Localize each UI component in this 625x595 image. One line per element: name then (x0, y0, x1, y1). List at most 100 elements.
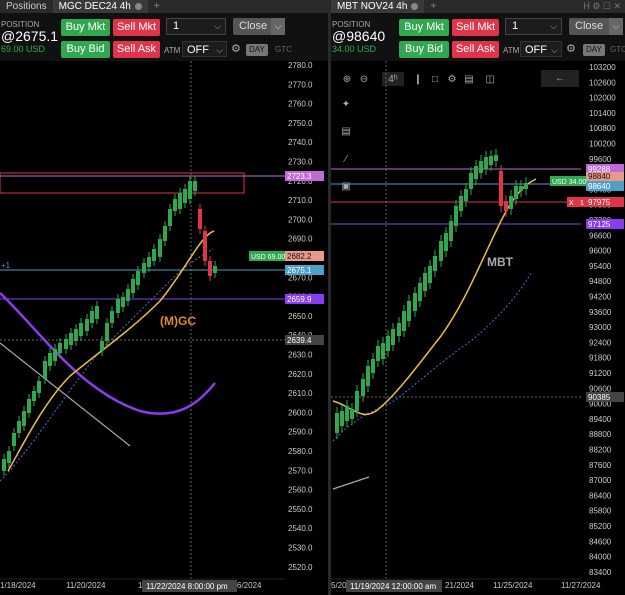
drawing-toolbar: ✦ ▤ ∕ ▣ (338, 97, 356, 197)
y-tick-label: 94800 (589, 277, 612, 286)
candle-body (173, 199, 177, 211)
candle-body (69, 333, 73, 345)
crosshair-icon[interactable]: ✦ (341, 98, 351, 110)
select-icon[interactable]: □ (431, 73, 439, 85)
timeframe-icon[interactable]: 4ʰ (382, 72, 404, 86)
sell-ask-button[interactable]: Sell Ask (452, 41, 499, 58)
crosshair-time: 11/22/2024 8:00:00 pm (146, 582, 228, 591)
candle-body (469, 173, 473, 189)
y-tick-label: 84000 (589, 553, 612, 562)
window-controls-icon[interactable]: H ⚙ ☐ ✕ (583, 1, 621, 11)
lock-icon[interactable]: ▣ (341, 180, 351, 192)
indicators-icon[interactable]: ▤ (464, 73, 474, 85)
trend-line[interactable] (0, 342, 131, 447)
candles (335, 149, 528, 439)
y-tick-label: 2550.0 (288, 505, 313, 514)
gear-icon[interactable]: ⚙ (566, 43, 576, 55)
tab-close-icon[interactable] (134, 2, 142, 10)
atm-select[interactable]: OFF ⌵ (182, 41, 227, 57)
flag-crosshair: 2639.4 (287, 336, 312, 345)
y-tick-label: 2620.0 (288, 370, 313, 379)
tab-mbt[interactable]: MBT NOV24 4h (331, 0, 425, 13)
close-position-button[interactable]: Close ⌵ (233, 18, 285, 35)
quantity-input[interactable]: 1 ⌵ (505, 18, 562, 35)
resistance-box[interactable] (0, 172, 245, 194)
candle-body (193, 181, 197, 191)
y-tick-label: 2540.0 (288, 524, 313, 533)
y-tick-label: 2780.0 (288, 61, 313, 70)
gtc-button[interactable]: GTC (275, 45, 292, 54)
sell-market-button[interactable]: Sell Mkt (452, 19, 499, 36)
bars-icon[interactable]: ❙ (413, 73, 423, 85)
y-tick-label: 2710.0 (288, 196, 313, 205)
y-tick-label: 2610.0 (288, 389, 313, 398)
tab-positions[interactable]: Positions (6, 1, 47, 12)
candle-body (479, 161, 483, 173)
day-button[interactable]: DAY (583, 44, 605, 56)
trend-line[interactable] (332, 476, 370, 490)
flag-red-x[interactable]: X (569, 200, 574, 207)
add-tab-icon[interactable]: + (153, 1, 160, 12)
y-tick-label: 87600 (589, 461, 612, 470)
candle-body (43, 361, 47, 379)
y-tick-label: 2750.0 (288, 119, 313, 128)
flag-entry: 98640 (588, 182, 611, 191)
y-tick-label: 91800 (589, 354, 612, 363)
candle-body (391, 329, 395, 345)
line-tool-icon[interactable]: ∕ (345, 153, 347, 165)
flag-top: 99288 (588, 165, 611, 174)
gtc-button[interactable]: GTC (610, 45, 625, 54)
candle-body (381, 343, 385, 359)
candle-body (355, 391, 359, 411)
tab-mgc[interactable]: MGC DEC24 4h (52, 0, 148, 13)
flag-purple-bg (285, 294, 324, 304)
candle-body (361, 379, 365, 396)
candle-body (116, 299, 120, 313)
zoom-out-icon[interactable]: ⊖ (359, 73, 369, 85)
add-tab-icon[interactable]: + (430, 1, 437, 12)
note-icon[interactable]: ▤ (341, 125, 351, 137)
chevron-down-icon[interactable]: ⌵ (271, 18, 285, 35)
candle-body (110, 311, 114, 323)
left-price-chart[interactable]: (M)GC +1 2780.02770.02760.02750.02740.02… (0, 61, 328, 595)
close-position-button[interactable]: Close ⌵ (569, 18, 623, 35)
settings-icon[interactable]: ⚙ (447, 73, 457, 85)
dotted-average (332, 272, 532, 442)
flag-red-x-bg[interactable] (567, 197, 586, 207)
template-icon[interactable]: ◫ (485, 73, 495, 85)
buy-market-button[interactable]: Buy Mkt (61, 19, 110, 36)
flag-mid-bg (586, 172, 624, 181)
chevron-down-icon[interactable]: ⌵ (609, 18, 623, 35)
flag-red: 97975 (588, 198, 611, 207)
candle-body (386, 336, 390, 351)
y-tick-label: 2650.0 (288, 312, 313, 321)
crosshair-time-bg (346, 580, 442, 592)
zoom-in-icon[interactable]: ⊕ (342, 73, 352, 85)
sell-market-button[interactable]: Sell Mkt (113, 19, 160, 36)
buy-market-button[interactable]: Buy Mkt (399, 19, 449, 36)
price-axis[interactable]: 2780.0 2770.0 2760.0 2750.0 2740.0 2730.0 2720… (288, 61, 313, 572)
flag-usd-bg (249, 251, 285, 261)
price-axis[interactable]: 103200 102600 102000 101400 100800 100200 9960… (589, 63, 616, 577)
quantity-input[interactable]: 1 ⌵ (166, 18, 226, 35)
right-price-chart[interactable]: MBT 103200 102600 102000 101400 100800 100200… (331, 61, 625, 595)
y-tick-label: 2720.0 (288, 177, 313, 186)
tab-close-icon[interactable] (411, 2, 419, 10)
sell-ask-button[interactable]: Sell Ask (113, 41, 160, 58)
chart-toolbar: ⊕ ⊖ 4ʰ ❙ □ ⚙ ▤ ◫ ← (331, 66, 581, 92)
buy-bid-button[interactable]: Buy Bid (399, 41, 449, 58)
back-arrow-icon[interactable]: ← (541, 70, 579, 87)
candle-body (509, 196, 513, 209)
crosshair-time: 11/19/2024 12:00:00 am (350, 582, 436, 591)
flag-purple-bg (586, 219, 624, 229)
buy-bid-button[interactable]: Buy Bid (61, 41, 110, 58)
y-tick-label: 2570.0 (288, 466, 313, 475)
y-tick-label: 95400 (589, 262, 612, 271)
gear-icon[interactable]: ⚙ (231, 43, 241, 55)
flag-red-qty: 1 (580, 200, 584, 207)
day-button[interactable]: DAY (246, 44, 268, 56)
candle-body (37, 381, 41, 393)
candle-body (345, 406, 349, 421)
panel-divider[interactable] (328, 0, 331, 595)
atm-select[interactable]: OFF ⌵ (520, 41, 562, 57)
